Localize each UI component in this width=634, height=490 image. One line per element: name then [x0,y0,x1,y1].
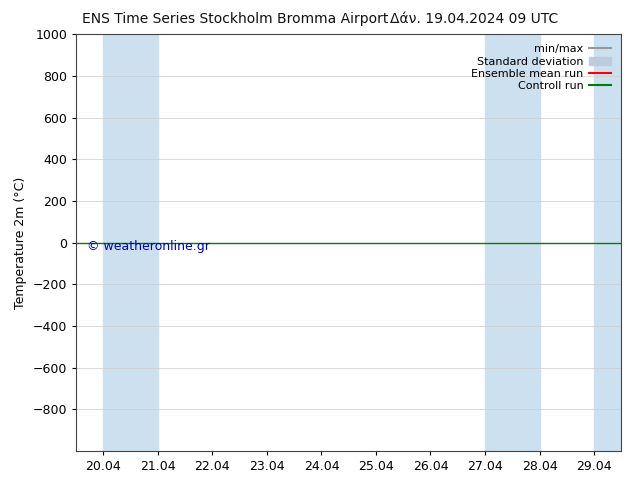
Bar [103,34,158,451]
Text: ENS Time Series Stockholm Bromma Airport: ENS Time Series Stockholm Bromma Airport [82,12,389,26]
Legend: min/max, Standard deviation, Ensemble mean run, Controll run: min/max, Standard deviation, Ensemble me… [467,40,616,96]
Text: Δάν. 19.04.2024 09 UTC: Δάν. 19.04.2024 09 UTC [390,12,558,26]
Y-axis label: Temperature 2m (°C): Temperature 2m (°C) [14,176,27,309]
Bar [485,34,540,451]
Bar [594,34,621,451]
Text: © weatheronline.gr: © weatheronline.gr [87,241,210,253]
